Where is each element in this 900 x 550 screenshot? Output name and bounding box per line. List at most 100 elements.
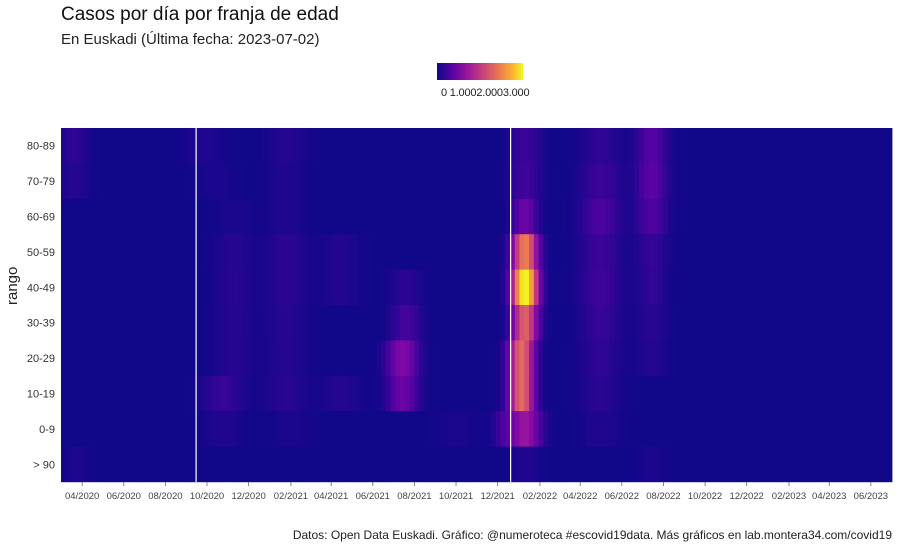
heatmap-cell bbox=[218, 198, 224, 235]
heatmap-cell bbox=[500, 234, 506, 270]
heatmap-cell bbox=[204, 163, 210, 199]
legend-labels: 0 1.0002.0003.000 bbox=[441, 87, 530, 99]
heatmap-cell bbox=[557, 269, 563, 306]
heatmap-cell bbox=[538, 305, 544, 341]
heatmap-cell bbox=[801, 305, 807, 341]
heatmap-cell bbox=[662, 234, 668, 270]
heatmap-cell bbox=[328, 446, 334, 483]
heatmap-cell bbox=[137, 446, 143, 483]
heatmap-cell bbox=[638, 269, 645, 306]
heatmap-cell bbox=[887, 128, 893, 164]
heatmap-cell bbox=[548, 305, 554, 341]
heatmap-cell bbox=[99, 198, 105, 235]
heatmap-cell bbox=[433, 411, 439, 447]
heatmap-cell bbox=[194, 375, 200, 412]
heatmap-cell bbox=[204, 269, 210, 306]
heatmap-cell bbox=[118, 305, 124, 341]
heatmap-cell bbox=[581, 340, 587, 376]
legend-label-0: 0 bbox=[441, 87, 447, 99]
heatmap-cell bbox=[209, 375, 215, 412]
heatmap-cell bbox=[61, 340, 67, 376]
heatmap-cell bbox=[309, 375, 315, 412]
heatmap-cell bbox=[132, 375, 138, 412]
heatmap-cell bbox=[595, 198, 602, 235]
heatmap-cell bbox=[447, 305, 454, 341]
heatmap-cell bbox=[123, 269, 129, 306]
heatmap-cell bbox=[180, 128, 186, 164]
heatmap-cell bbox=[624, 411, 630, 447]
heatmap-cell bbox=[414, 411, 420, 447]
x-tick-label: 12/2022 bbox=[730, 491, 764, 502]
heatmap-cell bbox=[438, 411, 444, 447]
heatmap-cell bbox=[438, 305, 444, 341]
heatmap-cell bbox=[486, 411, 492, 447]
heatmap-cell bbox=[428, 340, 434, 376]
heatmap-cell bbox=[490, 128, 497, 164]
heatmap-cell bbox=[872, 234, 879, 270]
heatmap-cell bbox=[256, 163, 262, 199]
heatmap-cell bbox=[247, 305, 253, 341]
heatmap-cell bbox=[175, 340, 181, 376]
heatmap-cell bbox=[887, 340, 893, 376]
heatmap-cell bbox=[772, 128, 778, 164]
heatmap-cell bbox=[572, 375, 578, 412]
heatmap-cell bbox=[271, 234, 277, 270]
heatmap-cell bbox=[357, 269, 363, 306]
heatmap-cell bbox=[538, 234, 544, 270]
heatmap-cell bbox=[509, 446, 516, 483]
heatmap-cell bbox=[151, 234, 157, 270]
heatmap-cell bbox=[643, 269, 649, 306]
heatmap-cell bbox=[352, 340, 358, 376]
heatmap-cell bbox=[347, 269, 353, 306]
heatmap-cell bbox=[700, 128, 707, 164]
heatmap-cell bbox=[657, 128, 664, 164]
heatmap-cell bbox=[820, 340, 826, 376]
heatmap-cell bbox=[734, 234, 740, 270]
heatmap-cell bbox=[70, 375, 76, 412]
heatmap-cell bbox=[863, 269, 869, 306]
heatmap-cell bbox=[275, 375, 282, 412]
heatmap-cell bbox=[772, 340, 778, 376]
heatmap-cell bbox=[123, 375, 129, 412]
y-tick-label: > 90 bbox=[33, 459, 55, 471]
heatmap-cell bbox=[189, 234, 196, 270]
heatmap-cell bbox=[634, 128, 640, 164]
heatmap-cell bbox=[600, 446, 606, 483]
heatmap-cell bbox=[767, 198, 774, 235]
heatmap-cell bbox=[390, 269, 396, 306]
heatmap-cell bbox=[810, 269, 816, 306]
heatmap-cell bbox=[70, 128, 76, 164]
heatmap-cell bbox=[605, 198, 611, 235]
heatmap-cell bbox=[562, 234, 568, 270]
heatmap-cell bbox=[371, 340, 377, 376]
heatmap-cell bbox=[175, 128, 181, 164]
heatmap-cell bbox=[791, 198, 797, 235]
heatmap-cell bbox=[691, 128, 697, 164]
heatmap-cell bbox=[395, 340, 401, 376]
heatmap-cell bbox=[505, 198, 511, 235]
heatmap-cell bbox=[84, 411, 91, 447]
heatmap-cell bbox=[567, 375, 573, 412]
heatmap-cell bbox=[404, 128, 411, 164]
heatmap-cell bbox=[189, 163, 196, 199]
heatmap-cell bbox=[791, 305, 797, 341]
heatmap-cell bbox=[65, 198, 71, 235]
heatmap-cell bbox=[657, 340, 664, 376]
heatmap-cell bbox=[309, 269, 315, 306]
heatmap-cell bbox=[352, 198, 358, 235]
x-tick-label: 04/2022 bbox=[563, 491, 597, 502]
heatmap-cell bbox=[481, 269, 487, 306]
x-tick-label: 12/2021 bbox=[480, 491, 514, 502]
heatmap-cell bbox=[295, 198, 301, 235]
heatmap-cell bbox=[624, 128, 630, 164]
heatmap-cell bbox=[290, 305, 296, 341]
heatmap-cell bbox=[457, 198, 463, 235]
heatmap-cell bbox=[333, 198, 339, 235]
heatmap-cell bbox=[705, 269, 711, 306]
heatmap-cell bbox=[414, 269, 420, 306]
heatmap-cell bbox=[65, 375, 71, 412]
heatmap-cell bbox=[290, 446, 296, 483]
heatmap-cell bbox=[75, 198, 81, 235]
heatmap-cell bbox=[882, 446, 888, 483]
heatmap-cell bbox=[94, 163, 100, 199]
